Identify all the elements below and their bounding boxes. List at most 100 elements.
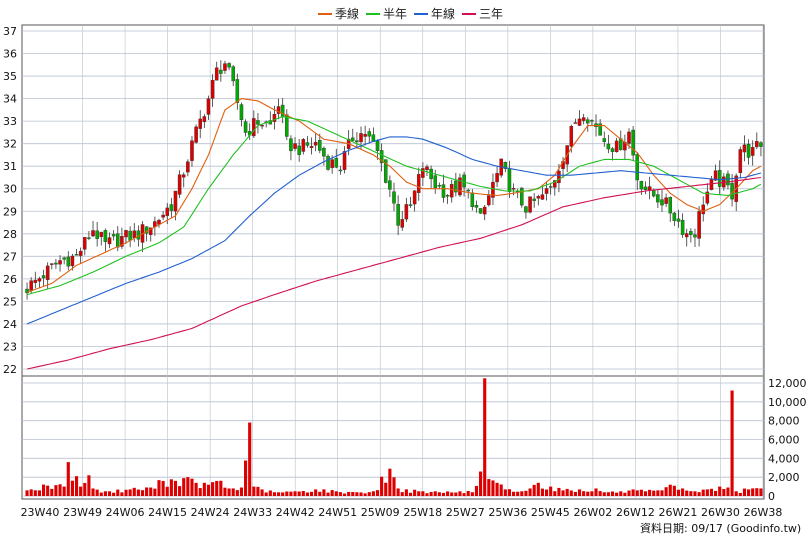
volume-bar — [417, 491, 421, 496]
volume-bar — [582, 491, 586, 496]
candle-body — [29, 280, 33, 291]
candle-body — [235, 79, 240, 103]
candle-body — [627, 131, 631, 144]
volume-bar — [223, 487, 227, 496]
price-tick-label: 34 — [3, 93, 17, 106]
volume-bar — [244, 460, 248, 496]
candle-body — [297, 145, 301, 155]
volume-bar — [103, 491, 107, 496]
price-tick-label: 27 — [3, 250, 17, 263]
candle-body — [643, 186, 648, 191]
volume-bar — [639, 489, 643, 496]
time-tick-label: 26W12 — [616, 506, 655, 519]
volume-bar — [198, 488, 202, 496]
candle-body — [326, 155, 330, 170]
volume-bar — [408, 492, 413, 496]
price-tick-label: 23 — [3, 340, 17, 353]
candle-body — [50, 263, 54, 265]
volume-bar — [120, 492, 124, 496]
volume-bar — [211, 482, 215, 496]
time-tick-label: 26W02 — [573, 506, 612, 519]
volume-bar — [623, 492, 627, 496]
candle-body — [705, 191, 710, 204]
price-tick-label: 24 — [3, 318, 17, 331]
time-tick-label: 25W27 — [446, 506, 485, 519]
time-tick-label: 26W21 — [659, 506, 698, 519]
candle-body — [313, 141, 318, 146]
price-tick-label: 37 — [3, 25, 17, 38]
volume-bar — [726, 487, 730, 496]
volume-bar — [153, 488, 157, 496]
candle-body — [400, 219, 405, 228]
volume-tick-label: 12,000 — [768, 377, 807, 390]
time-tick-label: 24W51 — [318, 506, 357, 519]
volume-bar — [701, 489, 705, 496]
volume-bar — [565, 488, 569, 496]
volume-bar — [178, 486, 182, 496]
volume-bar — [446, 491, 450, 496]
candle-body — [454, 180, 458, 193]
candle-body — [408, 204, 413, 206]
volume-bar — [194, 482, 198, 496]
candle-body — [755, 141, 759, 148]
volume-bar — [503, 489, 507, 496]
candle-body — [25, 288, 29, 294]
candle-body — [680, 219, 685, 235]
volume-bar — [165, 486, 169, 496]
candle-body — [590, 120, 594, 122]
candle-body — [693, 234, 697, 238]
volume-bar — [536, 482, 540, 496]
volume-bar — [264, 492, 268, 496]
volume-bar — [421, 491, 425, 496]
candle-body — [470, 192, 475, 208]
legend-item: 三年 — [462, 5, 503, 22]
time-tick-label: 26W38 — [744, 506, 783, 519]
volume-bar — [586, 491, 590, 496]
volume-bar — [520, 491, 524, 496]
volume-bar — [714, 490, 718, 496]
candle-body — [557, 170, 561, 184]
candle-body — [309, 146, 314, 148]
volume-bar — [693, 491, 697, 496]
candle-body — [177, 174, 182, 195]
price-tick-label: 31 — [3, 160, 17, 173]
volume-bar — [326, 492, 330, 496]
volume-bar — [252, 486, 256, 496]
candle-body — [330, 159, 334, 168]
legend-swatch — [366, 12, 380, 15]
candle-body — [713, 170, 718, 181]
candle-body — [58, 260, 62, 265]
volume-bar — [260, 489, 264, 496]
chart-legend: 季線 半年 年線 三年 — [0, 5, 808, 25]
volume-bar — [33, 490, 37, 496]
volume-bar — [202, 482, 206, 496]
candle-body — [190, 140, 194, 161]
candle-body — [70, 255, 75, 267]
volume-bar — [157, 480, 161, 496]
candle-body — [293, 143, 297, 149]
candle-body — [404, 204, 409, 220]
volume-bar — [664, 487, 668, 496]
volume-bar — [507, 489, 512, 496]
volume-bar — [351, 492, 355, 496]
volume-bar — [186, 477, 190, 496]
volume-bar — [400, 492, 404, 496]
candle-body — [66, 256, 71, 267]
volume-bar — [276, 492, 281, 496]
volume-bar — [231, 488, 235, 496]
candle-body — [462, 174, 466, 188]
volume-bar — [429, 491, 433, 496]
volume-bar — [413, 489, 417, 496]
candle-body — [128, 230, 132, 241]
candle-body — [750, 147, 755, 156]
candle-body — [466, 189, 470, 192]
volume-bar — [540, 488, 544, 496]
volume-bar — [425, 493, 429, 496]
volume-bar — [145, 487, 149, 496]
volume-bar — [384, 482, 388, 496]
volume-bar — [107, 491, 112, 496]
candle-body — [383, 159, 388, 183]
candle-body — [577, 118, 582, 126]
candle-body — [573, 122, 578, 124]
volume-bar — [487, 479, 491, 496]
